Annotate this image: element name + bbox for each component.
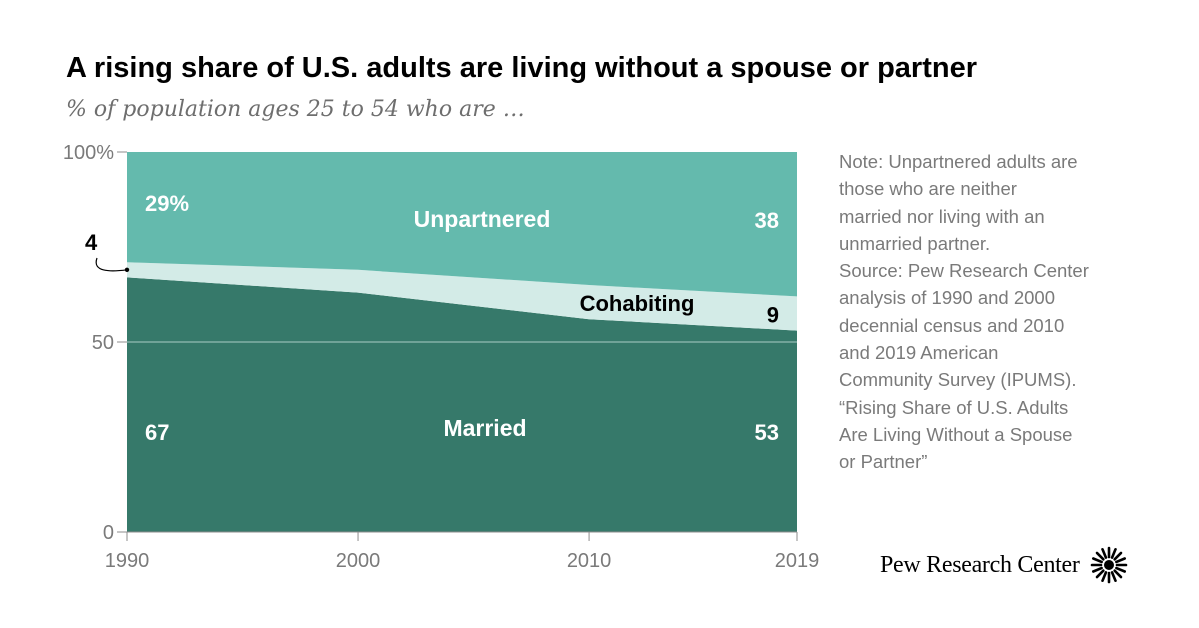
starburst-ray — [1100, 571, 1107, 583]
data-label-cohabiting-1990: 4 — [85, 230, 98, 255]
note-line: married nor living with an — [839, 205, 1045, 227]
area-layer — [127, 152, 797, 532]
note-line: those who are neither — [839, 178, 1017, 200]
data-label-cohabiting-2019: 9 — [767, 303, 779, 328]
note-line: Community Survey (IPUMS). — [839, 369, 1077, 391]
x-tick-label: 1990 — [105, 550, 150, 572]
note-line: Source: Pew Research Center — [839, 260, 1089, 282]
note-line: Note: Unpartnered adults are — [839, 151, 1078, 172]
pew-starburst-icon — [1090, 546, 1127, 584]
starburst-ray — [1100, 547, 1107, 559]
stacked-area-chart: 0 50 100% 1990 2000 2010 2019 Unpartnered Cohab… — [63, 142, 819, 572]
y-tick-label: 100% — [63, 142, 114, 164]
starburst-ray — [1091, 557, 1103, 564]
starburst-ray — [1095, 569, 1105, 579]
area-unpartnered — [127, 152, 797, 297]
note-line: “Rising Share of U.S. Adults — [839, 396, 1069, 418]
chart-title: A rising share of U.S. adults are living… — [66, 52, 977, 84]
data-label-unpartnered-1990: 29% — [145, 191, 189, 216]
note-line: decennial census and 2010 — [839, 314, 1065, 336]
note-line: analysis of 1990 and 2000 — [839, 287, 1056, 309]
series-label-unpartnered: Unpartnered — [414, 206, 551, 232]
leader-dot-cohabiting — [124, 267, 130, 272]
x-tick-label: 2019 — [775, 550, 820, 572]
area-cohabiting — [127, 262, 797, 331]
series-label-cohabiting: Cohabiting — [580, 291, 695, 316]
y-tick-label: 50 — [92, 332, 114, 354]
note-line: unmarried partner. — [839, 232, 991, 254]
note-line: Are Living Without a Spouse — [839, 423, 1073, 445]
note-line: or Partner” — [839, 451, 928, 473]
series-label-married: Married — [443, 415, 526, 441]
starburst-ray — [1112, 551, 1122, 561]
note-line: and 2019 American — [839, 342, 999, 364]
starburst-ray — [1091, 566, 1103, 573]
starburst-ray — [1112, 569, 1122, 579]
logo-text: Pew Research Center — [880, 551, 1080, 578]
x-tick-label: 2000 — [336, 550, 381, 572]
starburst-ray — [1114, 557, 1126, 564]
starburst-ray — [1110, 571, 1117, 583]
source-note: Note: Unpartnered adults are those who a… — [839, 148, 1169, 476]
label-layer: Unpartnered Cohabiting Married 29% 38 4 9 67 53 — [85, 191, 779, 445]
pew-logo: Pew Research Center — [880, 546, 1128, 584]
y-tick-label: 0 — [103, 522, 114, 544]
starburst-ray — [1114, 566, 1126, 573]
data-label-unpartnered-2019: 38 — [755, 208, 779, 233]
axis-layer: 0 50 100% 1990 2000 2010 2019 — [63, 142, 819, 572]
leader-line-cohabiting — [95, 257, 128, 272]
chart-subtitle: % of population ages 25 to 54 who are … — [66, 97, 525, 122]
area-married — [127, 277, 797, 532]
starburst-ray — [1110, 547, 1117, 559]
data-label-married-1990: 67 — [145, 420, 169, 445]
x-tick-label: 2010 — [567, 550, 612, 572]
data-label-married-2019: 53 — [755, 420, 779, 445]
starburst-ray — [1095, 551, 1105, 561]
